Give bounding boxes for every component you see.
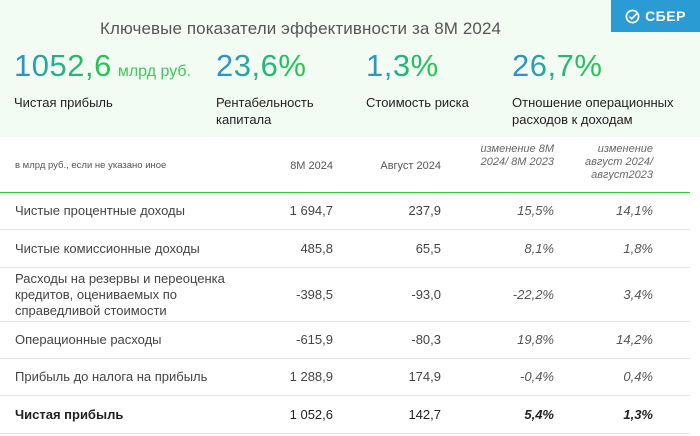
cell: -0,4% bbox=[520, 369, 554, 384]
kpi-label: Стоимость риска bbox=[366, 95, 469, 110]
financial-table: в млрд руб., если не указано иное 8М 202… bbox=[0, 137, 690, 434]
cell: -80,3 bbox=[411, 332, 441, 347]
sber-logo: СБЕР bbox=[611, 0, 700, 32]
page-title: Ключевые показатели эффективности за 8М … bbox=[100, 19, 502, 38]
kpi-value: 1,3% bbox=[366, 48, 439, 83]
cell: -22,2% bbox=[512, 287, 554, 302]
cell: 8,1% bbox=[524, 241, 554, 256]
row-label: Расходы на резервы и переоценка кредитов… bbox=[15, 271, 225, 318]
cell: 3,4% bbox=[623, 287, 653, 302]
kpi-cost-of-risk: 1,3% Стоимость риска bbox=[366, 48, 469, 110]
cell: 1,3% bbox=[623, 407, 653, 422]
cell: 19,8% bbox=[517, 332, 554, 347]
kpi-label: Чистая прибыль bbox=[14, 95, 113, 110]
col-header-aug-2024: Август 2024 bbox=[380, 160, 441, 172]
kpi-value: 26,7% bbox=[512, 48, 603, 83]
col-header-change-aug: изменение август 2024/ август2023 bbox=[584, 143, 653, 181]
cell: -615,9 bbox=[296, 332, 333, 347]
kpi-value: 23,6% bbox=[216, 48, 307, 83]
cell: 14,2% bbox=[616, 332, 653, 347]
cell: 1 052,6 bbox=[289, 407, 333, 422]
row-label: Прибыль до налога на прибыль bbox=[15, 369, 208, 384]
table-row: Расходы на резервы и переоценка кредитов… bbox=[0, 268, 690, 322]
cell: -93,0 bbox=[411, 287, 441, 302]
col-header-change-8m: изменение 8М 2024/ 8М 2023 bbox=[480, 143, 554, 168]
row-label: Чистые комиссионные доходы bbox=[15, 241, 200, 256]
logo-text: СБЕР bbox=[645, 8, 686, 24]
kpi-value: 1052,6 bbox=[14, 48, 112, 83]
cell: 1 288,9 bbox=[289, 369, 333, 384]
cell: -398,5 bbox=[296, 287, 333, 302]
col-header-8m-2024: 8М 2024 bbox=[290, 160, 333, 172]
row-label: Операционные расходы bbox=[15, 332, 162, 347]
kpi-net-profit: 1052,6 млрд руб. Чистая прибыль bbox=[14, 48, 191, 110]
cell: 14,1% bbox=[616, 203, 653, 218]
table-row: Прибыль до налога на прибыль 1 288,9 174… bbox=[0, 359, 690, 396]
cell: 15,5% bbox=[517, 203, 554, 218]
kpi-unit: млрд руб. bbox=[117, 63, 191, 80]
cell: 485,8 bbox=[300, 241, 333, 256]
cell: 237,9 bbox=[408, 203, 441, 218]
cell: 0,4% bbox=[623, 369, 653, 384]
kpi-roe: 23,6% Рентабельность капитала bbox=[216, 48, 314, 127]
units-note: в млрд руб., если не указано иное bbox=[15, 160, 167, 171]
row-label: Чистая прибыль bbox=[15, 407, 124, 422]
table-row: Операционные расходы -615,9 -80,3 19,8% … bbox=[0, 322, 690, 359]
cell: 174,9 bbox=[408, 369, 441, 384]
table-row: Чистые комиссионные доходы 485,8 65,5 8,… bbox=[0, 230, 690, 268]
row-label: Чистые процентные доходы bbox=[15, 203, 185, 218]
kpi-banner: Ключевые показатели эффективности за 8М … bbox=[0, 0, 700, 137]
cell: 5,4% bbox=[524, 407, 554, 422]
kpi-label: Отношение операционных расходов к дохода… bbox=[512, 95, 674, 127]
kpi-cost-income: 26,7% Отношение операционных расходов к … bbox=[512, 48, 674, 127]
kpi-label: Рентабельность капитала bbox=[216, 95, 314, 127]
table-header: в млрд руб., если не указано иное 8М 202… bbox=[0, 137, 690, 193]
table-row-total: Чистая прибыль 1 052,6 142,7 5,4% 1,3% bbox=[0, 396, 690, 434]
table-row: Чистые процентные доходы 1 694,7 237,9 1… bbox=[0, 193, 690, 230]
check-circle-icon bbox=[625, 9, 640, 23]
cell: 1 694,7 bbox=[289, 203, 333, 218]
cell: 142,7 bbox=[408, 407, 441, 422]
cell: 65,5 bbox=[415, 241, 441, 256]
cell: 1,8% bbox=[623, 241, 653, 256]
